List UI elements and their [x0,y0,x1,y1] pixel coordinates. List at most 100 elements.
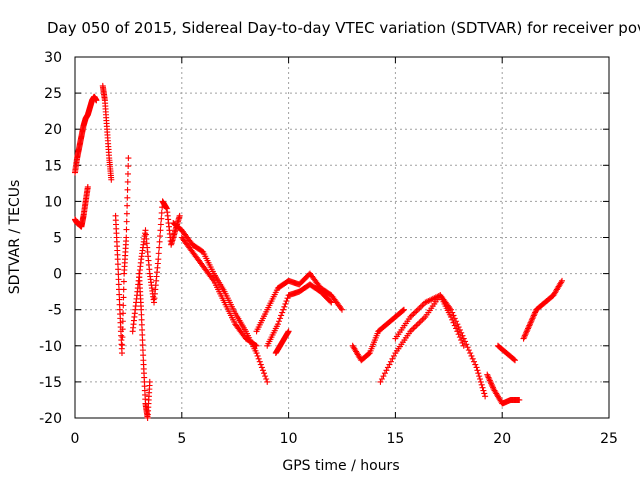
series-early-high-arc-1 [72,93,100,176]
data-point [253,342,260,349]
data-point [530,312,537,319]
y-tick-label: 10 [44,194,62,210]
data-point [278,312,285,319]
data-point [138,306,145,313]
data-point [520,335,527,342]
data-point [264,378,271,385]
data-point [157,221,164,228]
series-dip-near-3h [136,270,153,421]
series-final-rise [520,277,566,342]
data-point [156,244,163,251]
data-point [484,373,491,380]
data-point [474,367,481,374]
data-point [116,296,123,303]
data-point [471,358,478,365]
data-point [119,342,126,349]
data-point [139,331,146,338]
data-point [476,376,483,383]
data-point [283,298,290,305]
data-point [456,326,463,333]
data-point [176,212,183,219]
data-point [516,396,523,403]
data-point [262,373,269,380]
y-tick-label: 5 [53,231,62,247]
series-late-20-21 [494,342,519,364]
data-point [414,306,421,313]
data-point [120,278,127,285]
data-point [521,334,528,341]
series-cluster-3-5h [129,198,183,335]
data-point [511,356,518,363]
data-point [108,176,115,183]
data-point [139,342,146,349]
data-point [473,364,480,371]
data-point [255,355,262,362]
data-point [139,326,146,333]
data-point [512,357,519,364]
data-point [482,393,489,400]
data-point [400,306,407,313]
data-point [488,381,495,388]
data-point [477,378,484,385]
chart-title: Day 050 of 2015, Sidereal Day-to-day VTE… [47,19,640,37]
data-point [93,97,100,104]
data-point [258,364,265,371]
data-point [384,364,391,371]
data-point [453,325,460,332]
y-axis-label: SDTVAR / TECUs [7,180,23,295]
data-point [125,155,132,162]
data-point [84,183,91,190]
data-point [468,352,475,359]
data-point [115,266,122,273]
series-group-15-19b [392,292,467,349]
series-group-14-19 [377,292,489,400]
data-point [558,279,565,286]
data-point [261,370,268,377]
series-mid-rise-1 [253,270,345,335]
series-group-13-15 [349,306,407,364]
data-point [467,350,474,357]
data-point [156,238,163,245]
data-point [275,318,282,325]
data-point [419,316,426,323]
data-point [285,328,292,335]
data-point [387,358,394,365]
y-tick-label: -20 [39,411,62,427]
series-early-low-block [72,183,91,230]
data-point [486,377,493,384]
data-point [146,378,153,385]
data-point [120,286,127,293]
data-point [447,313,454,320]
data-point [253,350,260,357]
data-point [123,234,130,241]
data-point [390,352,397,359]
data-point [408,312,415,319]
data-point [116,291,123,298]
data-point [284,295,291,302]
data-point [476,373,483,380]
data-point [411,309,418,316]
data-point [157,233,164,240]
y-tick-label: 20 [44,122,62,138]
data-point [119,326,126,333]
x-tick-label: 15 [386,431,404,447]
data-point [529,315,536,322]
data-point [339,306,345,313]
data-point [277,315,284,322]
data-point [252,342,259,349]
data-point [124,178,131,185]
data-point [157,227,164,234]
axis-ticks: 0 5 10 15 20 25 30 25 20 15 10 5 0 -5 -10 -15 -20 [39,50,618,447]
data-point [528,318,535,325]
data-point [419,302,426,309]
data-point [281,303,288,310]
data-point [465,347,472,354]
data-point [522,331,529,338]
data-point [486,376,493,383]
data-point [458,329,465,336]
data-point [282,300,289,307]
data-point [450,312,457,319]
data-point [114,256,121,263]
y-tick-label: 30 [44,50,62,66]
data-point [464,344,471,351]
